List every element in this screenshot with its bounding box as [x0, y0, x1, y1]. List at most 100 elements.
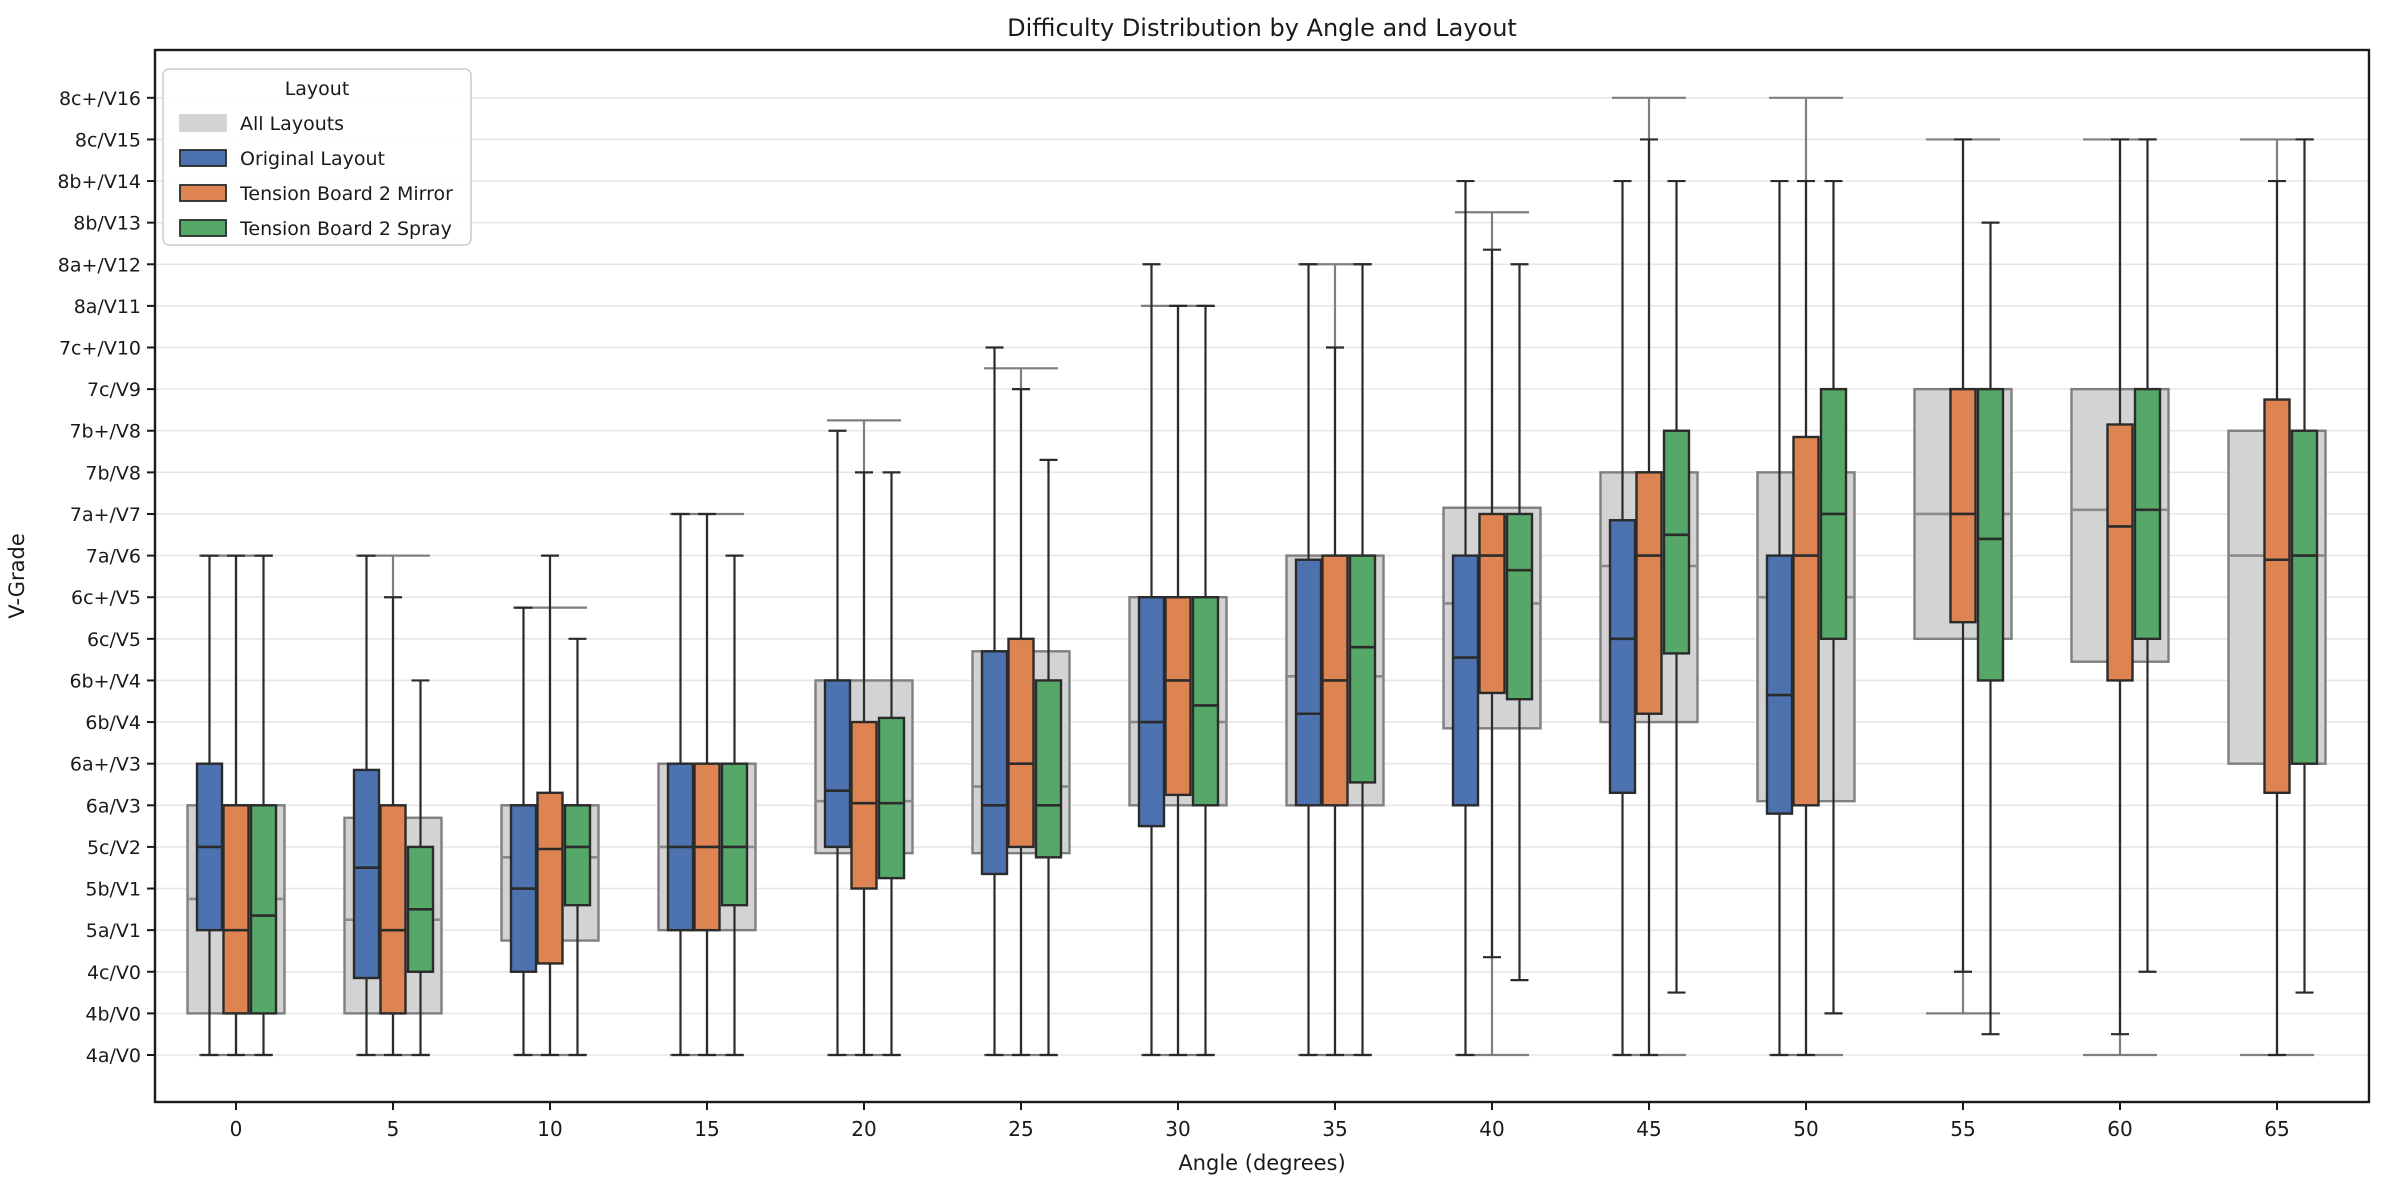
iqr-box: [1451, 554, 1480, 807]
x-tick-label-40: 40: [1479, 1117, 1504, 1141]
box-original-layout-angle-5: [352, 554, 381, 1057]
iqr-box: [2133, 387, 2162, 641]
x-tick-label-45: 45: [1636, 1117, 1661, 1141]
series-tension-board-2-mirror: [222, 138, 2291, 1057]
box-tension-board-2-mirror-angle-50: [1792, 179, 1820, 1057]
legend-swatch-tension-board-2-spray: [179, 219, 227, 237]
iqr-box: [2263, 398, 2291, 795]
y-tick-label-8a-v11: 8a/V11: [74, 296, 141, 318]
y-tick-label-8b-v13: 8b/V13: [73, 213, 141, 235]
x-tick-label-20: 20: [851, 1117, 876, 1141]
y-tick-label-4a-v0: 4a/V0: [86, 1045, 141, 1067]
iqr-box: [823, 679, 852, 849]
box-original-layout-angle-35: [1294, 263, 1323, 1057]
legend-swatch-tension-board-2-mirror: [179, 184, 227, 202]
box-tension-board-2-spray-angle-45: [1662, 179, 1691, 994]
iqr-box: [1608, 519, 1637, 795]
box-tension-board-2-mirror-angle-30: [1164, 304, 1192, 1057]
y-tick-label-7a-v6: 7a/V6: [86, 546, 141, 568]
iqr-box: [1137, 596, 1166, 828]
box-original-layout-angle-0: [195, 554, 224, 1057]
iqr-box: [1034, 679, 1063, 859]
y-tick-label-4c-v0: 4c/V0: [87, 962, 141, 984]
box-tension-board-2-mirror-angle-40: [1478, 248, 1506, 959]
iqr-box: [850, 720, 878, 890]
y-tick-label-7c-v10: 7c+/V10: [59, 338, 141, 360]
y-tick-label-5b-v1: 5b/V1: [85, 879, 141, 901]
y-tick-label-8b-v14: 8b+/V14: [57, 171, 141, 193]
box-original-layout-angle-25: [980, 346, 1009, 1057]
box-tension-board-2-mirror-angle-60: [2106, 138, 2134, 1036]
y-tick-label-4b-v0: 4b/V0: [85, 1003, 141, 1025]
iqr-box: [1478, 512, 1506, 695]
box-tension-board-2-spray-angle-5: [406, 679, 435, 1057]
legend-label-original-layout: Original Layout: [240, 148, 385, 170]
box-tension-board-2-mirror-angle-15: [693, 512, 721, 1057]
box-tension-board-2-spray-angle-0: [249, 554, 278, 1057]
y-tick-label-7b-v8: 7b+/V8: [69, 421, 141, 443]
legend-frame: [162, 68, 472, 246]
box-tension-board-2-mirror-angle-0: [222, 554, 250, 1057]
x-axis-label: Angle (degrees): [1178, 1151, 1345, 1175]
box-tension-board-2-mirror-angle-20: [850, 471, 878, 1057]
iqr-box: [222, 804, 250, 1015]
box-original-layout-angle-30: [1137, 263, 1166, 1057]
grid-layer: [155, 97, 2369, 1056]
y-tick-label-5c-v2: 5c/V2: [87, 837, 141, 859]
y-tick-label-7c-v9: 7c/V9: [87, 379, 141, 401]
box-tension-board-2-mirror-angle-55: [1949, 138, 1977, 973]
y-tick-label-5a-v1: 5a/V1: [86, 920, 141, 942]
x-tick-label-5: 5: [387, 1117, 400, 1141]
box-original-layout-angle-15: [666, 512, 695, 1057]
box-tension-board-2-mirror-angle-35: [1321, 346, 1349, 1057]
iqr-box: [1164, 596, 1192, 797]
box-tension-board-2-mirror-angle-25: [1007, 388, 1035, 1057]
iqr-box: [249, 804, 278, 1015]
box-tension-board-2-spray-angle-65: [2290, 138, 2319, 994]
legend-label-tension-board-2-mirror: Tension Board 2 Mirror: [239, 183, 453, 205]
iqr-box: [2106, 423, 2134, 682]
legend-swatch-original-layout: [179, 149, 227, 167]
legend-label-tension-board-2-spray: Tension Board 2 Spray: [239, 218, 452, 240]
box-original-layout-angle-45: [1608, 179, 1637, 1057]
y-tick-label-8a-v12: 8a+/V12: [58, 254, 141, 276]
box-original-layout-angle-10: [509, 606, 538, 1057]
box-tension-board-2-spray-angle-50: [1819, 179, 1848, 1015]
iqr-box: [1348, 554, 1377, 784]
box-original-layout-angle-20: [823, 429, 852, 1057]
series-all-layouts: [186, 96, 2327, 1057]
box-tension-board-2-mirror-angle-10: [536, 554, 564, 1057]
box-tension-board-2-spray-angle-60: [2133, 138, 2162, 973]
legend-swatch-all-layouts: [179, 114, 227, 132]
iqr-box: [1792, 435, 1820, 807]
x-tick-label-0: 0: [230, 1117, 243, 1141]
y-tick-label-8c-v15: 8c/V15: [75, 129, 141, 151]
iqr-box: [1662, 429, 1691, 655]
box-layer: [186, 96, 2327, 1057]
box-tension-board-2-mirror-angle-65: [2263, 179, 2291, 1057]
box-original-layout-angle-40: [1451, 179, 1480, 1057]
x-tick-label-30: 30: [1165, 1117, 1190, 1141]
iqr-box: [1007, 637, 1035, 849]
y-tick-label-7b-v8: 7b/V8: [85, 462, 141, 484]
iqr-box: [563, 804, 592, 907]
y-tick-label-6b-v4: 6b/V4: [85, 712, 141, 734]
iqr-box: [352, 768, 381, 980]
box-tension-board-2-spray-angle-30: [1191, 304, 1220, 1057]
box-tension-board-2-spray-angle-55: [1976, 221, 2005, 1036]
x-tick-label-10: 10: [537, 1117, 562, 1141]
x-tick-label-35: 35: [1322, 1117, 1347, 1141]
legend-label-all-layouts: All Layouts: [240, 113, 344, 135]
box-tension-board-2-spray-angle-15: [720, 554, 749, 1057]
x-tick-label-15: 15: [694, 1117, 719, 1141]
box-tension-board-2-spray-angle-35: [1348, 263, 1377, 1057]
iqr-box: [877, 716, 906, 880]
legend: Layout All Layouts Original Layout Tension …: [162, 68, 472, 246]
box-tension-board-2-spray-angle-10: [563, 637, 592, 1057]
chart-title: Difficulty Distribution by Angle and Lay…: [1007, 14, 1517, 42]
y-tick-label-7a-v7: 7a+/V7: [70, 504, 141, 526]
iqr-box: [1949, 387, 1977, 624]
box-tension-board-2-spray-angle-25: [1034, 458, 1063, 1057]
